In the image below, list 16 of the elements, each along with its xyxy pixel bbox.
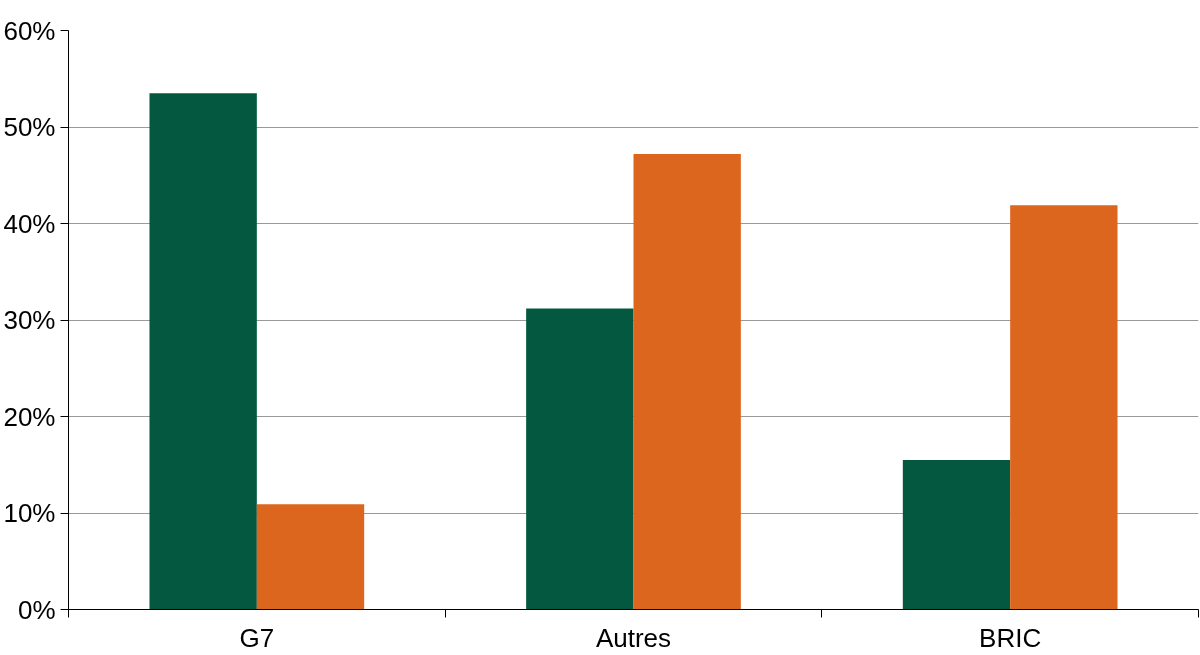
x-tick-label: Autres xyxy=(595,622,672,653)
bar xyxy=(526,308,634,610)
y-tick-label: 60% xyxy=(3,15,56,46)
x-tick-label: G7 xyxy=(239,622,275,653)
bar xyxy=(149,93,257,610)
bar xyxy=(1010,205,1118,610)
y-tick-label: 30% xyxy=(3,305,56,335)
y-tick-label: 0% xyxy=(17,594,56,625)
x-tick-label: BRIC xyxy=(979,622,1042,653)
bar xyxy=(633,154,741,610)
y-tick-label: 50% xyxy=(3,112,56,142)
y-tick-label: 40% xyxy=(3,208,56,239)
bar xyxy=(902,459,1011,610)
y-tick-label: 10% xyxy=(3,498,56,528)
y-tick-label: 20% xyxy=(3,401,56,432)
bar xyxy=(256,504,365,610)
